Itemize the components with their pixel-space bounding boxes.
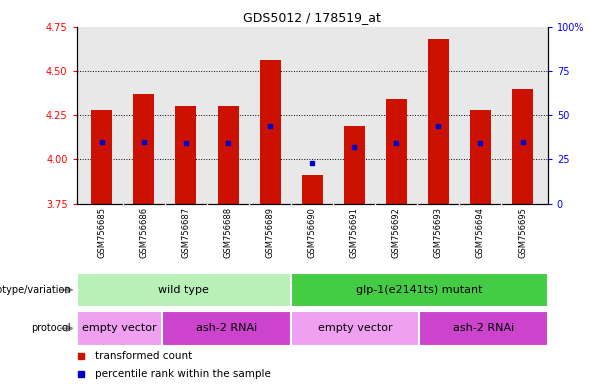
Bar xyxy=(133,94,154,204)
Text: wild type: wild type xyxy=(158,285,209,295)
Bar xyxy=(344,126,365,204)
Text: ash-2 RNAi: ash-2 RNAi xyxy=(196,323,257,333)
Title: GDS5012 / 178519_at: GDS5012 / 178519_at xyxy=(243,11,381,24)
Bar xyxy=(419,311,548,346)
Bar xyxy=(77,273,291,307)
Bar xyxy=(176,106,197,204)
Text: GSM756692: GSM756692 xyxy=(392,207,401,258)
Bar xyxy=(291,311,419,346)
Text: GSM756693: GSM756693 xyxy=(434,207,443,258)
Bar xyxy=(291,273,548,307)
Text: ash-2 RNAi: ash-2 RNAi xyxy=(453,323,514,333)
Bar xyxy=(91,110,112,204)
Text: protocol: protocol xyxy=(31,323,71,333)
Bar xyxy=(512,89,533,204)
Text: GSM756685: GSM756685 xyxy=(97,207,106,258)
Text: empty vector: empty vector xyxy=(82,323,157,333)
Text: transformed count: transformed count xyxy=(95,351,193,361)
Text: GSM756687: GSM756687 xyxy=(181,207,190,258)
Bar xyxy=(386,99,407,204)
Bar xyxy=(302,175,323,204)
Bar xyxy=(77,311,162,346)
Text: GSM756694: GSM756694 xyxy=(476,207,485,258)
Bar xyxy=(428,39,449,204)
Bar xyxy=(162,311,291,346)
Text: genotype/variation: genotype/variation xyxy=(0,285,71,295)
Bar xyxy=(470,110,491,204)
Text: GSM756690: GSM756690 xyxy=(307,207,317,258)
Text: GSM756695: GSM756695 xyxy=(518,207,527,258)
Text: glp-1(e2141ts) mutant: glp-1(e2141ts) mutant xyxy=(356,285,482,295)
Text: percentile rank within the sample: percentile rank within the sample xyxy=(95,369,272,379)
Text: empty vector: empty vector xyxy=(317,323,392,333)
Bar xyxy=(260,60,280,204)
Bar xyxy=(217,106,239,204)
Text: GSM756686: GSM756686 xyxy=(140,207,148,258)
Text: GSM756688: GSM756688 xyxy=(224,207,233,258)
Text: GSM756689: GSM756689 xyxy=(266,207,274,258)
Text: GSM756691: GSM756691 xyxy=(350,207,359,258)
